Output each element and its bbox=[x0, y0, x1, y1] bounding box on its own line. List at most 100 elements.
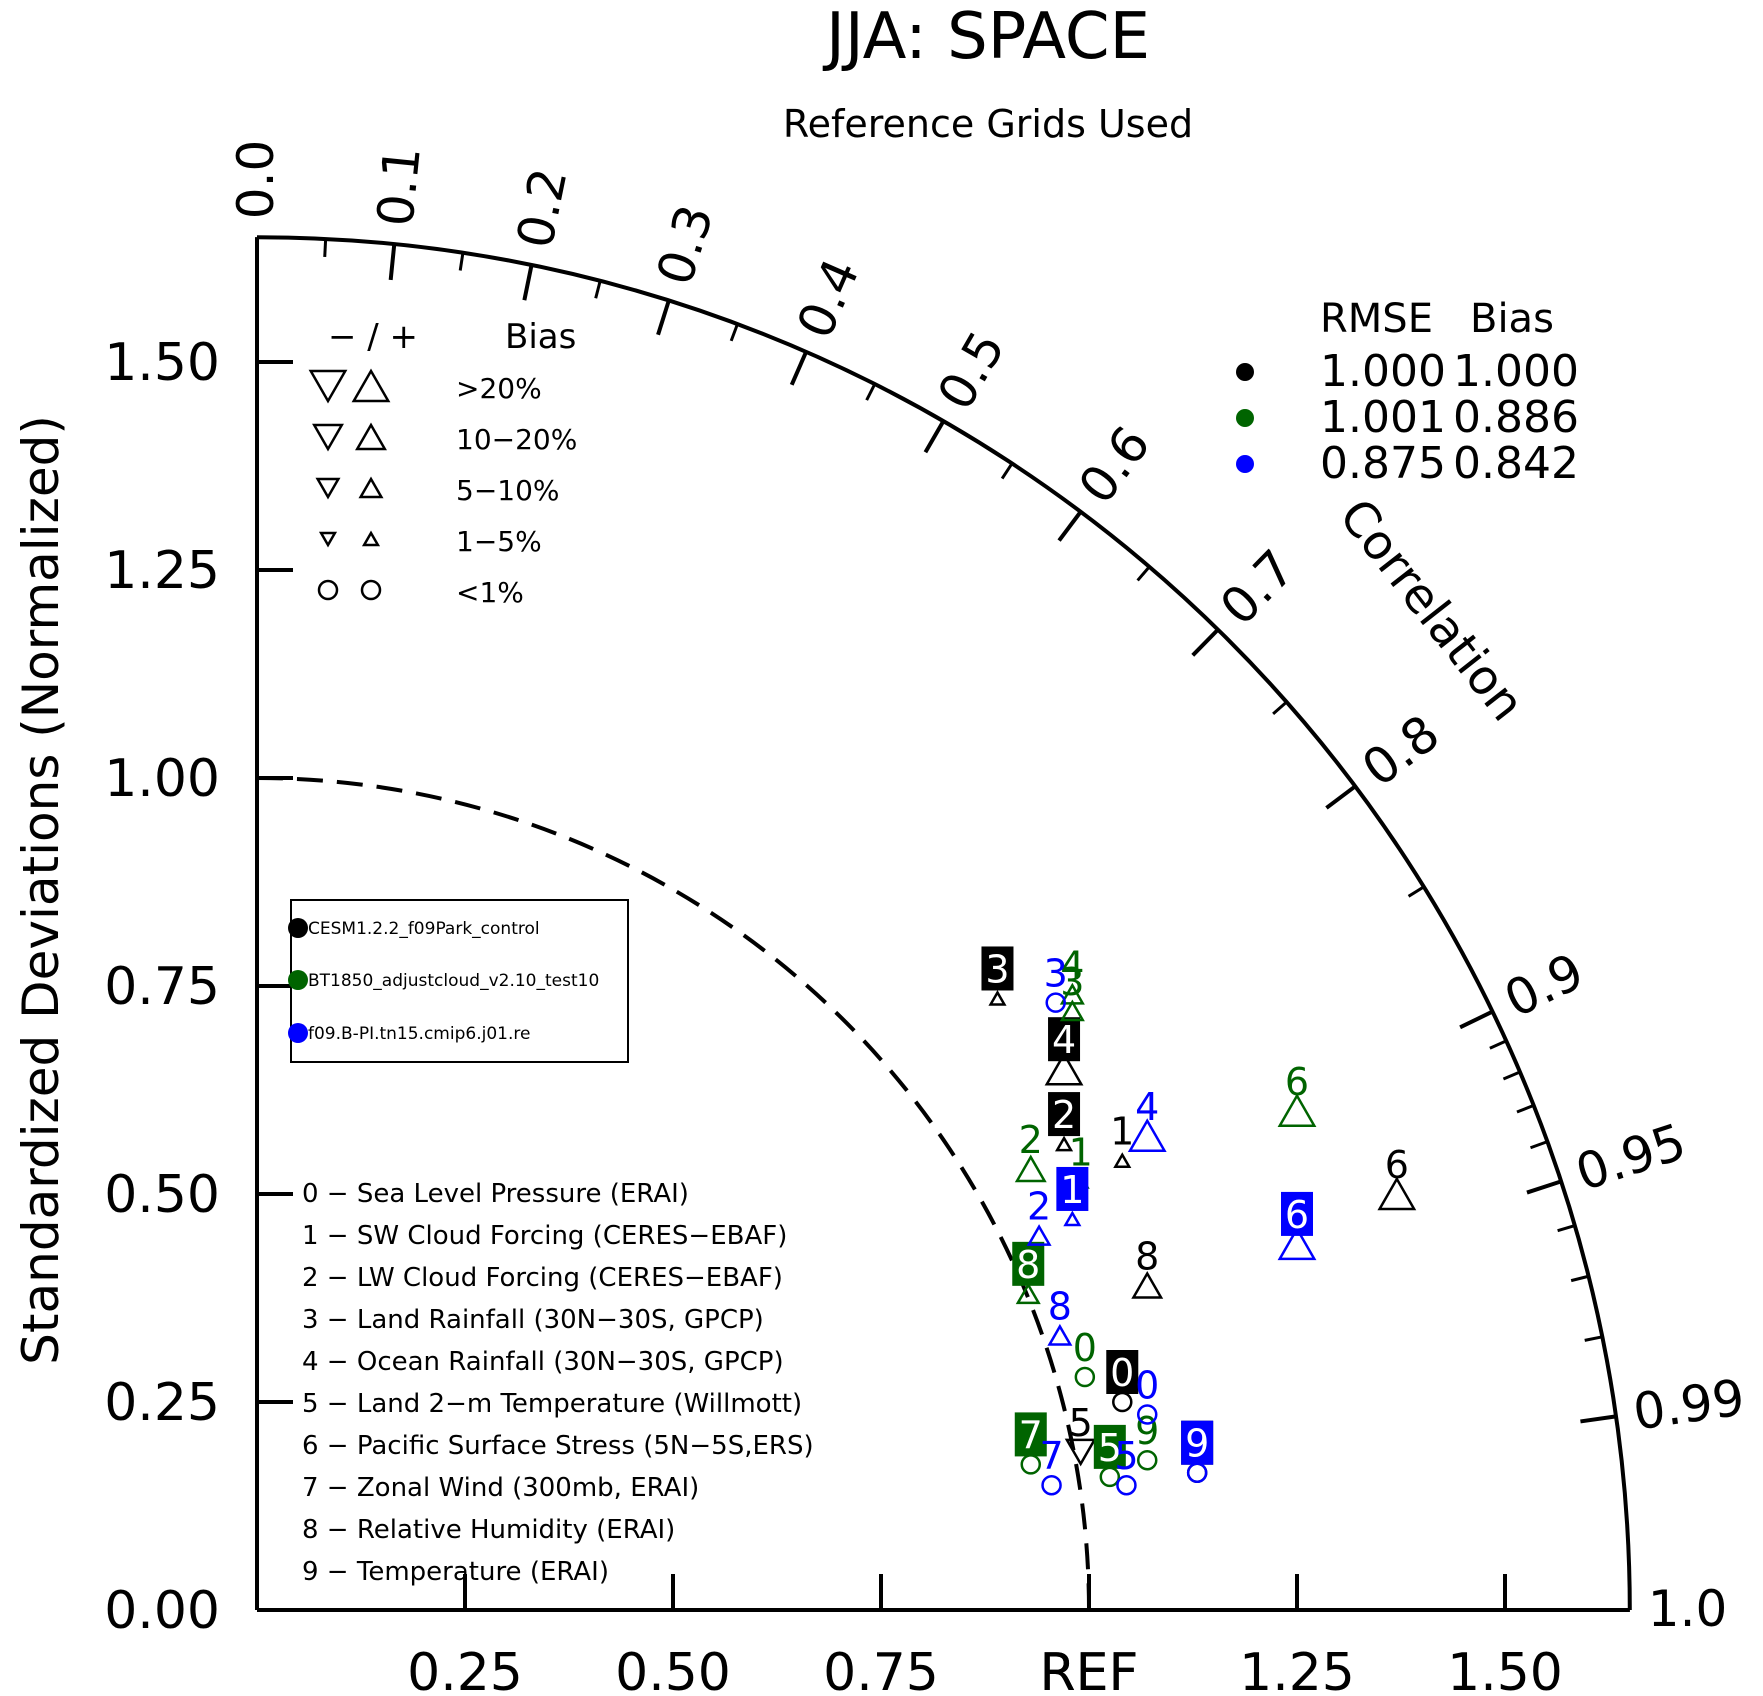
bias-legend-label: 5−10% bbox=[456, 474, 560, 507]
point-label: 2 bbox=[1052, 1093, 1076, 1137]
bias-legend-triangle-up bbox=[351, 368, 391, 403]
bias-legend-label: <1% bbox=[456, 576, 524, 609]
bias-legend-triangle-down bbox=[312, 423, 344, 452]
case-legend-label: f09.B-PI.tn15.cmip6.j01.re bbox=[308, 1024, 530, 1044]
point-label: 5 bbox=[1114, 1434, 1138, 1478]
point-label: 3 bbox=[1044, 952, 1068, 996]
correlation-tick bbox=[1526, 1179, 1562, 1195]
y-tick-label: 0.50 bbox=[104, 1165, 220, 1225]
point-label-box bbox=[1014, 1412, 1047, 1457]
chart-title: JJA: SPACE bbox=[822, 0, 1150, 74]
correlation-tick bbox=[522, 264, 534, 301]
point-label: 0 bbox=[1110, 1351, 1134, 1395]
point-marker-triangle bbox=[1026, 1224, 1052, 1246]
point-label: 9 bbox=[1185, 1422, 1209, 1466]
correlation-minor-tick bbox=[1000, 462, 1014, 480]
point-marker-triangle bbox=[1059, 999, 1085, 1022]
bias-legend-label: 1−5% bbox=[456, 525, 542, 558]
point-label-box bbox=[1048, 1092, 1081, 1137]
correlation-minor-tick bbox=[458, 252, 465, 271]
score-table-header-rmse: RMSE bbox=[1320, 296, 1433, 342]
correlation-minor-tick bbox=[1570, 1274, 1589, 1283]
point-marker-triangle bbox=[1377, 1176, 1417, 1211]
correlation-tick-label: 0.2 bbox=[506, 163, 579, 253]
bias-legend-circle-neg bbox=[317, 579, 339, 601]
score-table-dot bbox=[1236, 363, 1254, 381]
x-tick-label: 1.50 bbox=[1447, 1643, 1563, 1696]
point-marker-triangle bbox=[1015, 1282, 1041, 1305]
point-label: 6 bbox=[1385, 1143, 1409, 1187]
score-table-bias: 0.886 bbox=[1453, 392, 1579, 443]
correlation-tick bbox=[1580, 1414, 1617, 1424]
point-marker-circle bbox=[1074, 1366, 1096, 1388]
point-marker-triangle bbox=[1127, 1118, 1167, 1153]
point-marker-circle bbox=[1045, 992, 1066, 1013]
bias-legend-triangle-up bbox=[361, 530, 381, 547]
correlation-minor-tick bbox=[1136, 565, 1151, 582]
y-tick-label: 0.00 bbox=[104, 1581, 220, 1641]
correlation-tick-label: 0.0 bbox=[227, 140, 285, 220]
point-label: 1 bbox=[1060, 1168, 1084, 1212]
point-marker-circle bbox=[1020, 1454, 1042, 1475]
y-tick-label: 1.25 bbox=[104, 541, 220, 601]
reference-label: REF bbox=[1040, 1643, 1139, 1696]
correlation-tick bbox=[656, 299, 671, 336]
point-label: 7 bbox=[1019, 1413, 1043, 1457]
variable-list-item: 8 − Relative Humidity (ERAI) bbox=[302, 1515, 675, 1545]
correlation-tick-label: 0.99 bbox=[1630, 1368, 1748, 1441]
correlation-minor-tick bbox=[1516, 1104, 1535, 1114]
bias-legend-triangle-down bbox=[318, 531, 338, 548]
bias-legend-sign: − / + bbox=[328, 317, 418, 357]
point-label: 8 bbox=[1135, 1235, 1159, 1279]
point-marker-triangle bbox=[1113, 1152, 1132, 1168]
score-table-rmse: 1.001 bbox=[1320, 392, 1446, 443]
y-tick-label: 0.25 bbox=[104, 1373, 220, 1433]
point-label-box bbox=[1106, 1350, 1139, 1394]
bias-legend-label: 10−20% bbox=[456, 423, 577, 456]
point-label-box bbox=[1048, 1017, 1081, 1062]
score-table-header-bias: Bias bbox=[1470, 296, 1554, 342]
point-label: 1 bbox=[1110, 1110, 1134, 1154]
point-marker-triangle bbox=[1059, 982, 1085, 1005]
bias-legend-header: Bias bbox=[505, 317, 576, 357]
point-label-box bbox=[981, 946, 1014, 991]
case-legend-label: BT1850_adjustcloud_v2.10_test10 bbox=[308, 971, 599, 991]
bias-legend-label: >20% bbox=[456, 372, 542, 405]
correlation-tick bbox=[1191, 628, 1220, 657]
correlation-tick bbox=[388, 243, 397, 281]
correlation-minor-tick bbox=[1272, 700, 1288, 716]
y-axis-label: Standardized Deviations (Normalized) bbox=[12, 415, 70, 1365]
case-legend-dot bbox=[288, 970, 308, 990]
point-label-box bbox=[1281, 1191, 1313, 1236]
point-label: 6 bbox=[1285, 1193, 1309, 1237]
x-tick-label: 0.25 bbox=[407, 1643, 523, 1696]
correlation-tick bbox=[923, 420, 946, 454]
point-marker-circle bbox=[1116, 1474, 1137, 1496]
point-label: 5 bbox=[1098, 1426, 1122, 1470]
correlation-tick-label: 0.9 bbox=[1496, 942, 1593, 1029]
case-legend-label: CESM1.2.2_f09Park_control bbox=[308, 919, 540, 939]
point-marker-triangle bbox=[988, 989, 1007, 1006]
x-tick-label: 0.50 bbox=[615, 1643, 731, 1696]
bias-legend-triangle-down bbox=[308, 369, 348, 404]
bias-legend-triangle-up bbox=[355, 422, 387, 451]
correlation-tick bbox=[1325, 784, 1357, 810]
correlation-tick bbox=[789, 351, 808, 386]
point-label: 4 bbox=[1060, 943, 1084, 987]
correlation-minor-tick bbox=[1530, 1140, 1548, 1150]
correlation-tick-label: 0.7 bbox=[1209, 539, 1306, 636]
point-label: 0 bbox=[1073, 1326, 1097, 1370]
correlation-tick bbox=[1459, 1009, 1494, 1030]
case-legend-dot bbox=[288, 918, 308, 938]
case-legend-box bbox=[290, 899, 629, 1063]
point-marker-circle bbox=[1136, 1404, 1158, 1425]
point-label: 7 bbox=[1039, 1434, 1063, 1478]
point-label: 8 bbox=[1048, 1284, 1072, 1328]
variable-list-item: 4 − Ocean Rainfall (30N−30S, GPCP) bbox=[302, 1347, 784, 1377]
variable-list-item: 6 − Pacific Surface Stress (5N−5S,ERS) bbox=[302, 1431, 814, 1461]
data-points: 01234568901234567890123456789 bbox=[981, 943, 1417, 1496]
point-marker-circle bbox=[1136, 1449, 1158, 1471]
correlation-tick-label: 0.1 bbox=[366, 144, 432, 229]
point-label-box bbox=[1012, 1241, 1045, 1286]
